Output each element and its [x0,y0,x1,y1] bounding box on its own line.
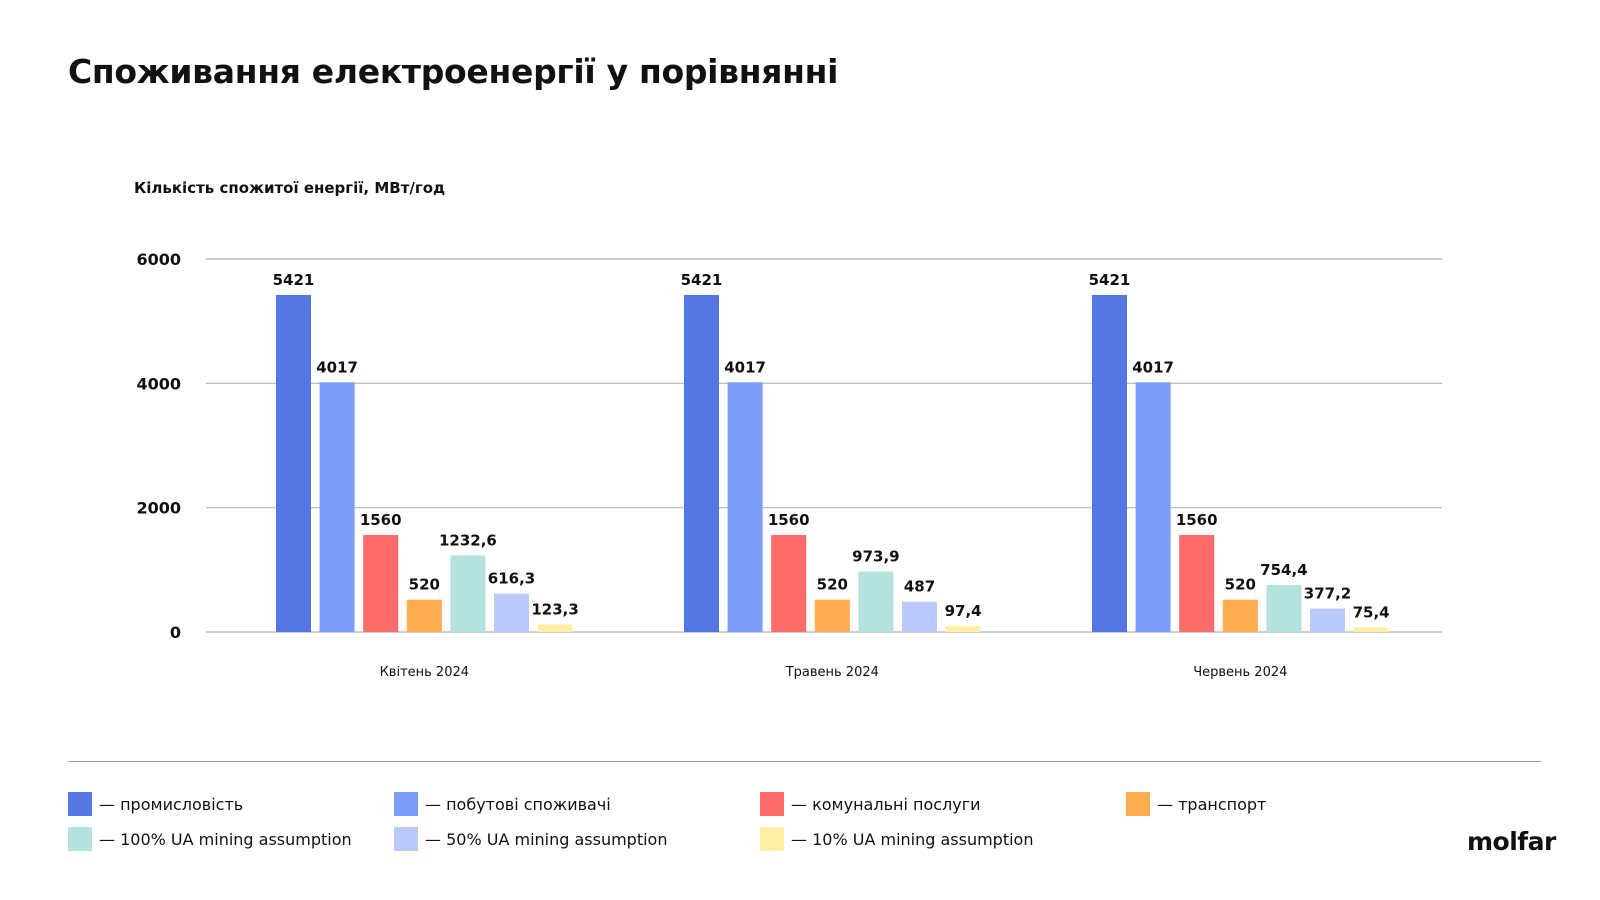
y-tick-label: 2000 [136,499,181,518]
data-label: 973,9 [852,547,899,565]
data-label: 123,3 [531,600,578,618]
bar-2-3 [1135,382,1171,632]
bar-4-2 [814,599,850,632]
bar-5-1 [450,555,486,632]
x-category-label: Квітень 2024 [380,665,469,680]
data-label: 377,2 [1304,585,1351,603]
bar-3-1 [363,535,399,632]
legend-swatch [394,827,418,851]
bar-chart: Кількість спожитої енергії, МВт/год 0 2000… [134,179,1442,680]
bar-3-3 [1179,535,1215,632]
bar-2-2 [727,382,763,632]
bar-5-3 [1266,585,1302,632]
legend-swatch [760,827,784,851]
legend-item: — 50% UA mining assumption [394,827,667,851]
y-tick-label: 0 [170,623,181,642]
legend-label: — транспорт [1157,794,1267,814]
legend-label: — побутові споживачі [425,794,611,814]
data-label: 1560 [360,511,402,529]
legend-label: — 10% UA mining assumption [791,829,1034,849]
bar-1-3 [1092,294,1127,632]
legend-divider [68,761,1541,762]
bar-1-1 [276,294,311,632]
y-tick-label: 4000 [136,374,181,393]
legend-label: — промисловість [99,794,244,814]
bar-6-3 [1310,608,1345,632]
data-label: 5421 [681,271,723,289]
legend-label: — 100% UA mining assumption [99,829,352,849]
legend-swatch [760,792,784,816]
data-label: 4017 [316,358,358,376]
bar-7-1 [537,624,573,632]
legend-item: — 10% UA mining assumption [760,827,1033,851]
bar-5-2 [858,571,894,632]
bar-3-2 [771,535,807,632]
bar-7-3 [1353,627,1389,632]
legend-swatch [68,827,92,851]
data-label: 5421 [273,271,315,289]
legend-item: — 100% UA mining assumption [68,827,352,851]
data-label: 1560 [768,511,810,529]
legend-label: — комунальні послуги [791,794,981,814]
data-label: 4017 [1132,358,1174,376]
legend-swatch [68,792,92,816]
legend-item: — промисловість [68,792,243,816]
data-label: 520 [817,576,848,594]
data-label: 5421 [1089,271,1131,289]
bar-4-3 [1222,599,1258,632]
data-label: 487 [904,578,935,596]
data-label: 4017 [724,358,766,376]
data-label: 1560 [1176,511,1218,529]
x-category-label: Травень 2024 [785,665,879,680]
data-label: 754,4 [1260,561,1307,579]
legend-item: — комунальні послуги [760,792,981,816]
bar-2-1 [319,382,355,632]
data-label: 97,4 [945,602,982,620]
data-label: 1232,6 [439,531,497,549]
legend-swatch [394,792,418,816]
bar-7-2 [945,625,981,632]
legend-swatch [1126,792,1150,816]
data-label: 75,4 [1353,603,1390,621]
legend-label: — 50% UA mining assumption [425,829,668,849]
y-tick-label: 6000 [136,250,181,269]
bar-6-2 [902,601,937,632]
x-category-label: Червень 2024 [1193,665,1287,680]
data-label: 616,3 [488,570,535,588]
bar-1-2 [684,294,719,632]
molfar-logo: molfar [1467,827,1556,856]
legend-item: — транспорт [1126,792,1266,816]
bar-4-1 [406,599,442,632]
page-title: Споживання електроенергії у порівнянні [68,52,839,91]
data-label: 520 [409,576,440,594]
bar-6-1 [494,593,529,632]
data-label: 520 [1225,576,1256,594]
y-axis-label: Кількість спожитої енергії, МВт/год [134,179,445,197]
legend-item: — побутові споживачі [394,792,611,816]
